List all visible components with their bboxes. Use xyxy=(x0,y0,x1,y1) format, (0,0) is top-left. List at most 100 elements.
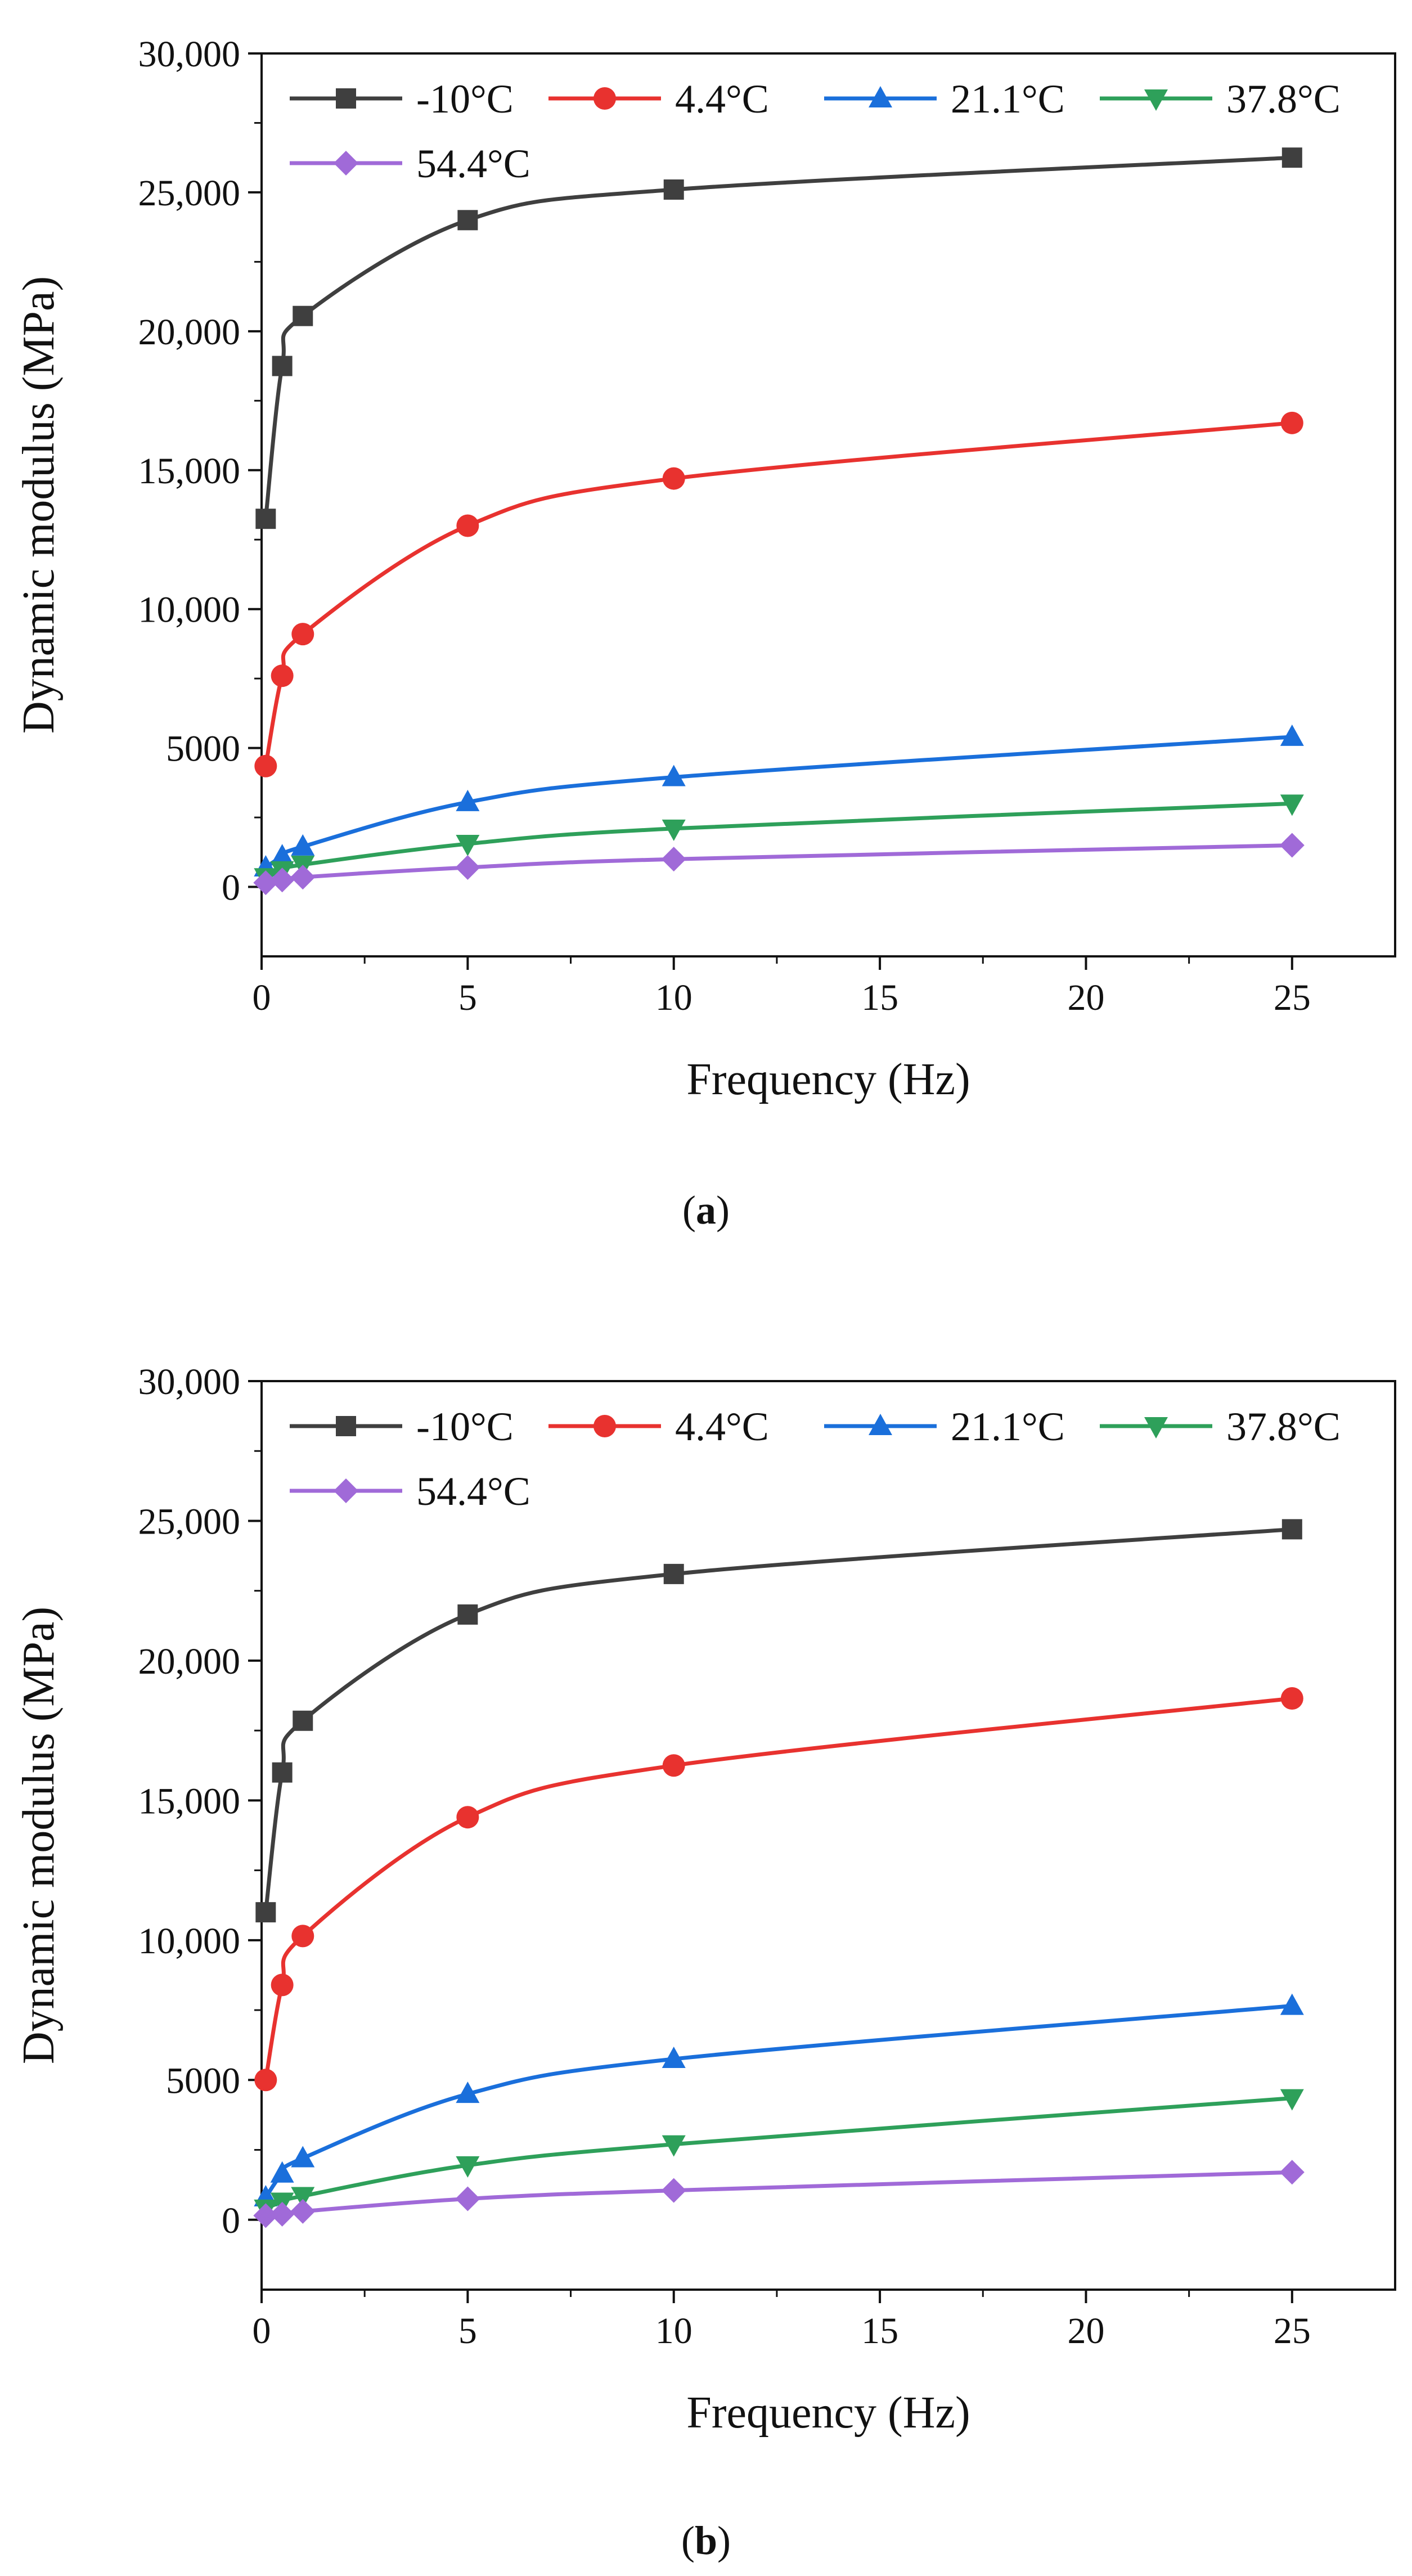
x-axis-title: Frequency (Hz) xyxy=(686,2388,970,2438)
data-point xyxy=(1281,1519,1302,1540)
data-point xyxy=(456,2082,480,2103)
legend-marker xyxy=(869,86,892,107)
legend: -10°C 4.4°C 21.1°C 37.8°C 54.4°C xyxy=(290,77,1341,186)
y-axis-title: Dynamic modulus (MPa) xyxy=(14,276,64,734)
data-point xyxy=(661,2178,686,2203)
series-1 xyxy=(255,1519,1302,1923)
data-point xyxy=(291,2187,315,2209)
series-2 xyxy=(254,1687,1303,2092)
data-point xyxy=(253,870,278,896)
plot-frame xyxy=(260,1380,1396,2291)
legend-marker xyxy=(593,1415,616,1437)
data-point xyxy=(255,509,276,529)
data-point xyxy=(456,1806,479,1829)
x-tick-label: 5 xyxy=(458,977,477,1018)
panel-a: 0 5 10 15 20 25 0 5000 10,000 15,000 20,000 25,000 3… xyxy=(14,34,1396,1104)
data-point xyxy=(269,2201,295,2227)
data-point xyxy=(272,356,293,376)
data-point xyxy=(291,1925,314,1948)
data-point xyxy=(661,847,686,872)
data-point xyxy=(1280,794,1304,816)
legend-label: 37.8°C xyxy=(1226,1404,1341,1449)
data-point xyxy=(1280,411,1303,434)
data-point xyxy=(455,2186,480,2211)
legend-label: 4.4°C xyxy=(675,77,769,122)
caption-a: (a) xyxy=(682,1188,730,1233)
data-point xyxy=(254,754,277,777)
data-point xyxy=(1281,147,1302,168)
legend-label: 21.1°C xyxy=(951,77,1065,122)
series-4 xyxy=(254,794,1304,890)
data-point xyxy=(291,834,315,856)
series-5 xyxy=(253,833,1305,896)
y-tick-label: 5000 xyxy=(166,2060,240,2101)
data-point xyxy=(253,2203,278,2228)
legend-label: 21.1°C xyxy=(951,1404,1065,1449)
data-point xyxy=(457,1604,478,1625)
x-tick-label: 10 xyxy=(655,2310,692,2352)
legend-label: 37.8°C xyxy=(1226,77,1341,122)
data-point xyxy=(662,2135,686,2157)
legend-label: 54.4°C xyxy=(416,141,530,186)
data-point xyxy=(290,865,316,890)
legend-label: 4.4°C xyxy=(675,1404,769,1449)
series-line xyxy=(263,1696,1293,2080)
data-point xyxy=(254,2069,277,2092)
series-line xyxy=(263,1527,1293,1913)
legend-marker xyxy=(593,87,616,110)
legend-label: 54.4°C xyxy=(416,1469,530,1514)
x-tick-label: 25 xyxy=(1274,2310,1311,2352)
series-3 xyxy=(254,724,1304,876)
x-tick-label: 25 xyxy=(1274,977,1311,1018)
data-point xyxy=(1280,1993,1304,2015)
y-tick-label: 25,000 xyxy=(138,173,241,214)
series-line xyxy=(266,2170,1292,2218)
series-line xyxy=(263,421,1293,767)
x-tick-label: 15 xyxy=(861,2310,898,2352)
data-point xyxy=(456,834,480,856)
data-point xyxy=(291,2146,315,2168)
data-point xyxy=(291,623,314,646)
y-tick-label: 0 xyxy=(222,2200,240,2241)
data-point xyxy=(1279,833,1305,858)
x-axis-title: Frequency (Hz) xyxy=(686,1055,970,1104)
plot-frame xyxy=(260,52,1396,957)
data-point xyxy=(663,1563,684,1584)
data-point xyxy=(1280,2089,1304,2111)
y-tick-label: 15,000 xyxy=(138,1781,241,1822)
caption-b: (b) xyxy=(681,2518,731,2563)
data-point xyxy=(1280,724,1304,746)
legend-marker xyxy=(1144,1417,1168,1438)
y-tick-label: 5000 xyxy=(166,729,240,770)
x-tick-label: 15 xyxy=(861,977,898,1018)
data-point xyxy=(269,867,295,893)
legend-marker xyxy=(336,88,356,109)
legend-label: -10°C xyxy=(416,1404,514,1449)
legend-marker xyxy=(869,1414,892,1435)
legend-label: -10°C xyxy=(416,77,514,122)
series-5 xyxy=(253,2160,1305,2228)
data-point xyxy=(662,1754,685,1777)
data-point xyxy=(663,179,684,200)
legend-marker xyxy=(336,1416,356,1436)
series-2 xyxy=(254,411,1303,777)
data-point xyxy=(1280,1687,1303,1710)
data-point xyxy=(293,305,313,326)
x-tick-label: 0 xyxy=(253,2310,271,2352)
series-1 xyxy=(255,147,1302,529)
panel-b: 0 5 10 15 20 25 0 5000 10,000 15,000 20,000 25,000 3… xyxy=(14,1361,1396,2438)
legend: -10°C 4.4°C 21.1°C 37.8°C 54.4°C xyxy=(290,1404,1341,1514)
series-line xyxy=(264,2004,1293,2199)
data-point xyxy=(662,765,686,786)
data-point xyxy=(456,789,480,811)
series-line xyxy=(264,2096,1293,2211)
y-tick-label: 20,000 xyxy=(138,312,241,353)
y-tick-label: 25,000 xyxy=(138,1501,241,1542)
y-tick-label: 10,000 xyxy=(138,1921,241,1962)
data-point xyxy=(456,514,479,537)
data-point xyxy=(662,2047,686,2069)
legend-marker xyxy=(1144,89,1168,111)
x-tick-label: 0 xyxy=(253,977,271,1018)
data-point xyxy=(271,1973,294,1997)
data-point xyxy=(455,855,480,880)
